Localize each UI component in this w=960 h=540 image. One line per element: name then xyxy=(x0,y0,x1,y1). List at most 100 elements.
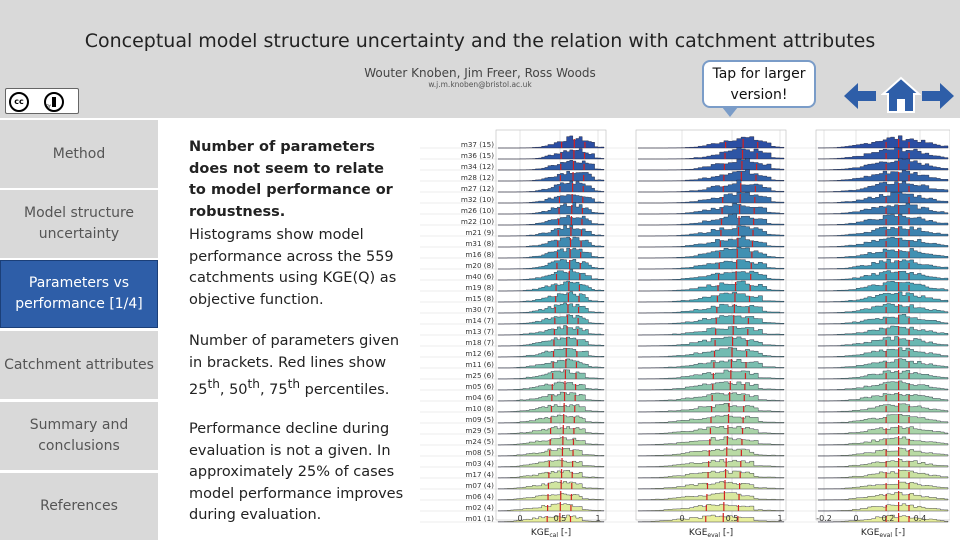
sidebar-item-model-structure-uncertainty[interactable]: Model structure uncertainty xyxy=(0,190,158,258)
histogram-row xyxy=(497,358,605,369)
histogram-row xyxy=(817,181,949,193)
superscript: th xyxy=(287,377,301,391)
model-label: m19 (8) xyxy=(465,283,494,292)
tick-label: 0 xyxy=(679,514,684,523)
histogram-row xyxy=(637,481,785,490)
histogram-row xyxy=(817,192,949,204)
histogram-row xyxy=(817,447,949,457)
histogram-row xyxy=(498,247,605,259)
model-label: m21 (9) xyxy=(465,228,494,237)
tap-for-larger-button[interactable]: Tap for larger version! xyxy=(702,60,816,117)
model-label: m06 (4) xyxy=(465,492,494,501)
model-label: m12 (6) xyxy=(465,349,494,358)
histogram-row xyxy=(498,280,605,292)
authors: Wouter Knoben, Jim Freer, Ross Woods xyxy=(364,66,596,80)
histogram-row xyxy=(637,436,785,446)
sidebar-item-label: Summary and conclusions xyxy=(29,417,129,454)
model-label: m24 (5) xyxy=(465,437,494,446)
tick-label: 0.2 xyxy=(882,514,895,523)
histogram-row xyxy=(817,325,949,336)
histogram-row xyxy=(637,514,785,523)
tick-label: 1 xyxy=(595,514,600,523)
histogram-row xyxy=(638,236,785,248)
histogram-row xyxy=(817,336,949,347)
model-label: m26 (10) xyxy=(461,206,494,215)
sidebar-item-catchment-attributes[interactable]: Catchment attributes xyxy=(0,331,158,399)
email-link[interactable]: w.j.m.knoben@bristol.ac.uk xyxy=(428,80,532,89)
sidebar-item-method[interactable]: Method xyxy=(0,120,158,188)
tick-label: 1 xyxy=(777,514,782,523)
histogram-row xyxy=(497,437,605,446)
histogram-row xyxy=(818,492,949,501)
finding-parameters-text: Number of parameters does not seem to re… xyxy=(189,139,393,220)
model-label: m29 (5) xyxy=(465,426,494,435)
tick-label: 0.4 xyxy=(914,514,927,523)
histogram-row xyxy=(817,414,949,424)
histogram-row xyxy=(498,148,605,160)
histogram-row xyxy=(638,203,785,215)
histogram-row xyxy=(638,347,785,358)
histogram-row xyxy=(497,381,605,391)
sidebar-item-parameters-vs-performance[interactable]: Parameters vs performance [1/4] xyxy=(0,260,158,328)
tick-label: -0.2 xyxy=(816,514,832,523)
arrow-right-icon[interactable] xyxy=(920,80,956,112)
superscript: th xyxy=(247,377,260,391)
model-label: m09 (5) xyxy=(465,415,494,424)
histogram-row xyxy=(498,160,605,171)
parameters-note-text: Number of parameters given in brackets. … xyxy=(189,331,404,401)
histogram-row xyxy=(497,514,605,523)
model-label: m32 (10) xyxy=(461,195,494,204)
axis-label: KGEeval [-] xyxy=(689,528,733,539)
histogram-row xyxy=(638,169,785,182)
model-label: m20 (8) xyxy=(465,261,494,270)
parameters-note-part: , 75 xyxy=(259,381,288,398)
histogram-row xyxy=(497,470,605,479)
histogram-row xyxy=(638,247,785,259)
histogram-description-text: Histograms show model performance across… xyxy=(189,227,397,308)
histogram-row xyxy=(498,314,605,325)
parameters-note-part: percentiles. xyxy=(300,381,390,398)
model-label: m15 (8) xyxy=(465,294,494,303)
model-label: m25 (6) xyxy=(465,371,494,380)
sidebar-item-label: References xyxy=(40,498,118,514)
histogram-row xyxy=(817,259,949,270)
histogram-row xyxy=(498,348,605,358)
tick-label: 0 xyxy=(517,514,522,523)
histogram-row xyxy=(638,304,785,314)
model-label: m01 (1) xyxy=(465,514,494,523)
arrow-left-icon[interactable] xyxy=(842,80,878,112)
histogram-row xyxy=(497,481,605,490)
histogram-row xyxy=(638,213,785,226)
histogram-row xyxy=(638,225,785,237)
model-label: m05 (6) xyxy=(465,382,494,391)
model-label: m16 (8) xyxy=(465,250,494,259)
sidebar-item-summary-and-conclusions[interactable]: Summary and conclusions xyxy=(0,402,158,470)
model-label: m18 (7) xyxy=(465,338,494,347)
tick-label: 0.5 xyxy=(554,514,567,523)
histogram-row xyxy=(817,270,949,281)
histogram-row xyxy=(817,358,949,369)
histogram-row xyxy=(817,158,949,171)
histogram-row xyxy=(638,291,785,303)
histogram-figure[interactable]: m37 (15) m36 (15) m34 (12) m28 (12) m27 (12)… xyxy=(420,125,950,540)
model-label: m04 (6) xyxy=(465,393,494,402)
histogram-row xyxy=(817,470,949,479)
histogram-row xyxy=(637,381,785,391)
histogram-row xyxy=(637,504,785,512)
histogram-row xyxy=(817,393,949,402)
model-label: m07 (4) xyxy=(465,481,494,490)
home-icon[interactable] xyxy=(881,76,921,114)
histogram-row xyxy=(817,135,949,149)
axis-label: KGEcal [-] xyxy=(531,528,571,539)
sidebar-item-references[interactable]: References xyxy=(0,473,158,540)
page-title: Conceptual model structure uncertainty a… xyxy=(84,30,876,52)
model-label: m17 (4) xyxy=(465,470,494,479)
histogram-row xyxy=(638,259,785,270)
histogram-row xyxy=(638,192,785,204)
histogram-row xyxy=(638,270,785,281)
histogram-row xyxy=(817,303,949,314)
sidebar-item-label: Model structure uncertainty xyxy=(23,205,135,242)
histogram-row xyxy=(498,269,605,281)
parameters-note-part: , 50 xyxy=(219,381,248,398)
license-by-label: BY xyxy=(46,104,51,109)
